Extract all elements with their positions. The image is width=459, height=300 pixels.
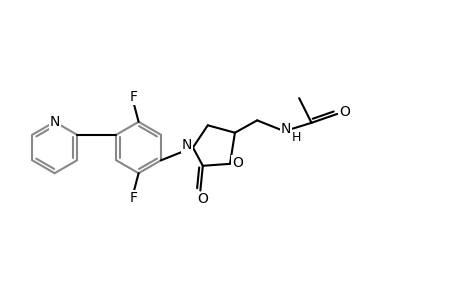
Text: N: N (181, 138, 192, 152)
Text: F: F (129, 191, 137, 205)
Text: N: N (280, 122, 291, 136)
Text: O: O (231, 156, 242, 170)
Text: O: O (339, 105, 350, 119)
Text: O: O (196, 192, 207, 206)
Text: F: F (129, 90, 137, 104)
Text: H: H (291, 131, 300, 144)
Text: N: N (50, 115, 60, 129)
